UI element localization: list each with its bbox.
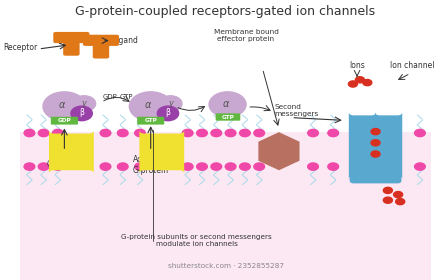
Circle shape xyxy=(182,163,193,170)
FancyBboxPatch shape xyxy=(375,112,402,179)
Circle shape xyxy=(240,129,250,137)
Circle shape xyxy=(363,80,372,86)
Circle shape xyxy=(211,163,222,170)
Circle shape xyxy=(211,129,222,137)
FancyBboxPatch shape xyxy=(63,39,80,56)
Circle shape xyxy=(394,192,403,198)
Circle shape xyxy=(415,129,425,137)
Text: Ion channel: Ion channel xyxy=(390,61,435,70)
Circle shape xyxy=(24,129,35,137)
Circle shape xyxy=(371,151,380,157)
Circle shape xyxy=(43,92,86,121)
Text: GDP: GDP xyxy=(102,94,117,100)
FancyBboxPatch shape xyxy=(349,112,376,179)
Text: G-protein-coupled receptors-gated ion channels: G-protein-coupled receptors-gated ion ch… xyxy=(75,5,375,18)
FancyBboxPatch shape xyxy=(93,42,109,59)
Text: Membrane bound
effector protein: Membrane bound effector protein xyxy=(214,29,279,42)
Circle shape xyxy=(71,106,92,121)
Text: Second
messengers: Second messengers xyxy=(275,104,319,117)
Circle shape xyxy=(383,197,392,203)
Text: β: β xyxy=(79,108,84,117)
Circle shape xyxy=(129,92,172,121)
Circle shape xyxy=(328,129,339,137)
Circle shape xyxy=(240,163,250,170)
Text: GDP: GDP xyxy=(57,118,71,123)
Circle shape xyxy=(100,163,111,170)
Text: Ligand: Ligand xyxy=(113,36,138,45)
FancyBboxPatch shape xyxy=(83,35,119,46)
Text: shutterstock.com · 2352855287: shutterstock.com · 2352855287 xyxy=(167,263,283,269)
Circle shape xyxy=(73,96,95,111)
Circle shape xyxy=(371,129,380,135)
Circle shape xyxy=(254,163,265,170)
Text: Receptor: Receptor xyxy=(3,43,37,52)
FancyBboxPatch shape xyxy=(49,130,94,174)
Text: γ: γ xyxy=(82,99,86,108)
Circle shape xyxy=(53,163,63,170)
Circle shape xyxy=(117,129,128,137)
Circle shape xyxy=(308,129,318,137)
Circle shape xyxy=(197,129,207,137)
Circle shape xyxy=(38,129,49,137)
Circle shape xyxy=(38,163,49,170)
Circle shape xyxy=(328,163,339,170)
Text: G-protein: G-protein xyxy=(46,160,82,169)
Circle shape xyxy=(157,106,179,121)
Circle shape xyxy=(383,187,392,193)
Circle shape xyxy=(134,129,145,137)
Text: GTP: GTP xyxy=(120,94,134,100)
Circle shape xyxy=(371,140,380,146)
Circle shape xyxy=(182,129,193,137)
Circle shape xyxy=(415,163,425,170)
FancyBboxPatch shape xyxy=(139,130,184,174)
Circle shape xyxy=(308,163,318,170)
Text: Activated
G-protein: Activated G-protein xyxy=(132,155,169,175)
Circle shape xyxy=(254,129,265,137)
Text: α: α xyxy=(59,100,65,110)
Circle shape xyxy=(134,163,145,170)
Circle shape xyxy=(209,92,246,117)
Circle shape xyxy=(225,163,236,170)
Circle shape xyxy=(355,77,364,83)
Circle shape xyxy=(225,129,236,137)
Polygon shape xyxy=(258,132,300,170)
Text: α: α xyxy=(145,100,152,110)
Circle shape xyxy=(348,81,357,87)
Bar xyxy=(20,132,431,280)
FancyBboxPatch shape xyxy=(215,113,240,121)
Text: β: β xyxy=(166,108,170,117)
Circle shape xyxy=(197,163,207,170)
Circle shape xyxy=(24,163,35,170)
Text: γ: γ xyxy=(168,99,173,108)
Text: GTP: GTP xyxy=(222,115,234,120)
Circle shape xyxy=(117,163,128,170)
Text: G-protein subunits or second messengers
modulate ion channels: G-protein subunits or second messengers … xyxy=(121,234,272,247)
Text: α: α xyxy=(223,99,229,109)
FancyBboxPatch shape xyxy=(51,117,78,125)
Circle shape xyxy=(396,199,405,205)
FancyBboxPatch shape xyxy=(350,167,402,183)
Circle shape xyxy=(100,129,111,137)
FancyBboxPatch shape xyxy=(137,117,164,125)
Circle shape xyxy=(159,96,182,111)
Text: Ions: Ions xyxy=(349,61,365,70)
Circle shape xyxy=(53,129,63,137)
FancyBboxPatch shape xyxy=(53,32,89,43)
Text: GTP: GTP xyxy=(144,118,157,123)
